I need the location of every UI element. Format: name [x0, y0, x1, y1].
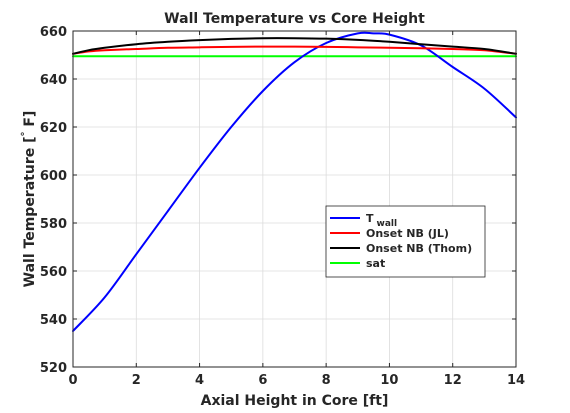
- chart-title: Wall Temperature vs Core Height: [164, 11, 425, 27]
- x-tick-label: 4: [195, 373, 204, 388]
- y-tick-label: 600: [40, 169, 67, 184]
- x-tick-label: 12: [444, 373, 462, 388]
- grid-lines: [73, 31, 516, 367]
- y-axis-label-main: Wall Temperature [: [22, 137, 38, 288]
- x-axis-label: Axial Height in Core [ft]: [201, 393, 389, 409]
- series-line-onset-nb-thom: [72, 37, 517, 55]
- y-tick-label: 640: [40, 73, 67, 88]
- x-tick-label: 14: [507, 373, 525, 388]
- y-axis-label: Wall Temperature [° F]: [20, 111, 38, 288]
- plot-frame: [72, 30, 517, 368]
- series-line-t-wall: [72, 31, 517, 332]
- y-axis-label-unit: F]: [22, 111, 38, 132]
- y-tick-label: 580: [40, 217, 67, 232]
- legend-label-onset-nb-thom: Onset NB (Thom): [366, 242, 472, 255]
- y-tick-label: 620: [40, 121, 67, 136]
- y-tick-label: 660: [40, 25, 67, 40]
- x-tick-label: 0: [68, 373, 77, 388]
- legend-label-sat: sat: [366, 257, 385, 270]
- series-line-onset-nb-jl: [72, 45, 517, 55]
- y-axis-label-degree: °: [20, 132, 31, 137]
- y-tick-label: 560: [40, 265, 67, 280]
- y-tick-label: 540: [40, 313, 67, 328]
- x-tick-label: 2: [132, 373, 141, 388]
- x-tick-label: 6: [258, 373, 267, 388]
- x-tick-label: 8: [322, 373, 331, 388]
- axis-ticks: 0 2 4 6 8 10 12 14 520 540 560 580 600 620 640 660: [40, 25, 525, 388]
- y-tick-label: 520: [40, 361, 67, 376]
- legend-label-onset-nb-jl: Onset NB (JL): [366, 227, 449, 240]
- x-tick-label: 10: [380, 373, 398, 388]
- series-lines: [72, 31, 517, 332]
